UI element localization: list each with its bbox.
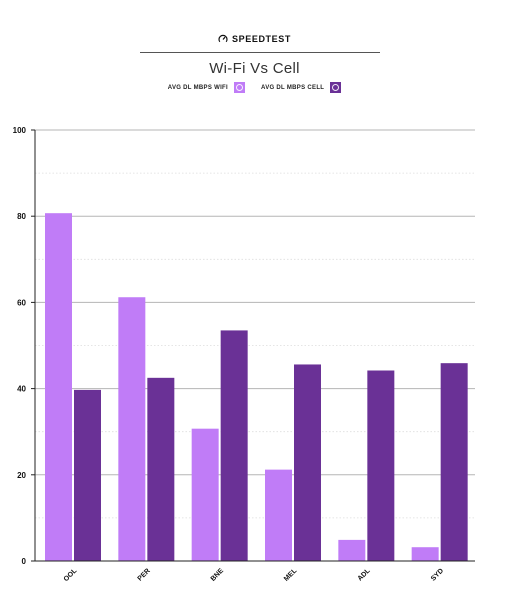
legend-label-wifi: AVG DL MBPS WIFI (167, 84, 228, 91)
x-tick-label: MEL (283, 567, 299, 583)
chart-legend: AVG DL MBPS WIFI AVG DL MBPS CELL (0, 82, 509, 93)
bar-wifi (45, 213, 72, 562)
y-tick-label: 40 (17, 385, 26, 394)
bars (45, 213, 468, 562)
axes (31, 129, 475, 562)
legend-swatch-cell-icon (330, 82, 342, 93)
x-tick-label: PER (137, 567, 152, 582)
y-tick-label: 0 (22, 557, 27, 566)
y-tick-label: 80 (17, 212, 26, 221)
bar-cell (294, 364, 321, 561)
bar-wifi (118, 297, 146, 561)
bar-cell (74, 389, 101, 561)
bar-wifi (411, 547, 439, 561)
bar-cell (220, 330, 248, 561)
y-tick-label: 20 (17, 471, 26, 480)
brand-divider (140, 52, 380, 53)
x-tick-label: OOL (63, 567, 79, 583)
bar-cell (367, 370, 395, 561)
grid-lines (35, 129, 475, 519)
bar-cell (440, 363, 468, 561)
bar-cell (147, 377, 175, 561)
legend-label-cell: AVG DL MBPS CELL (261, 84, 325, 91)
brand-header: SPEEDTEST (0, 34, 509, 44)
legend-swatch-wifi-icon (234, 82, 245, 93)
legend-item-cell: AVG DL MBPS CELL (261, 82, 342, 93)
y-tick-label: 100 (13, 126, 27, 135)
x-tick-label: ADL (357, 567, 373, 583)
bar-wifi (191, 428, 219, 561)
legend-item-wifi: AVG DL MBPS WIFI (168, 82, 245, 93)
x-tick-label: SYD (430, 567, 445, 582)
y-tick-label: 60 (17, 298, 26, 307)
bar-wifi (265, 469, 292, 561)
chart-title: Wi-Fi Vs Cell (209, 60, 300, 77)
x-tick-label: BNE (210, 567, 226, 583)
bar-wifi (338, 539, 366, 561)
speedometer-icon (218, 34, 228, 43)
brand-name: SPEEDTEST (232, 34, 291, 44)
